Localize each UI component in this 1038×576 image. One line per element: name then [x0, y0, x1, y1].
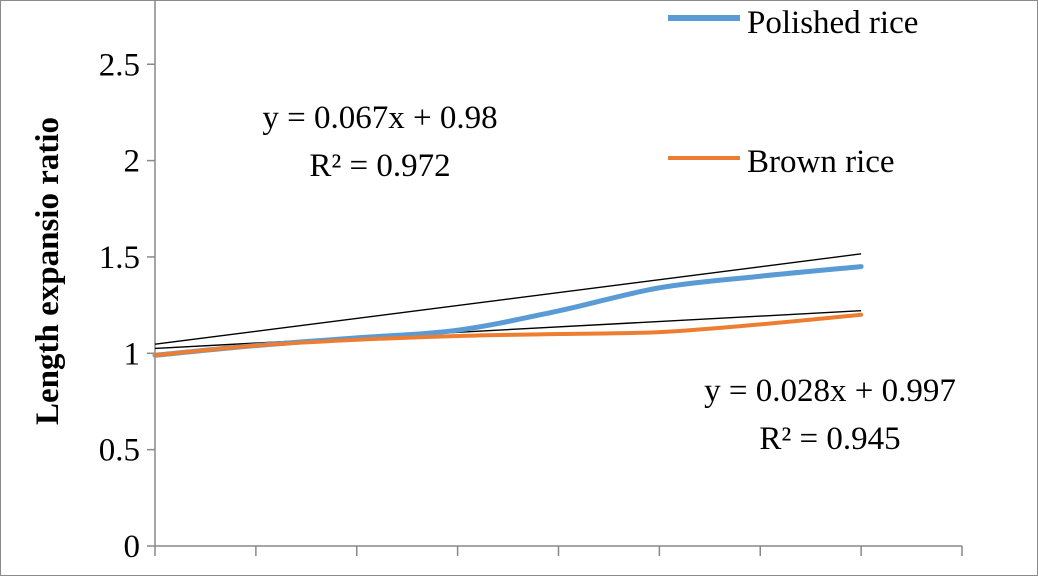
series-line-polished-rice: [152, 264, 864, 358]
series-line-brown-rice: [153, 312, 864, 358]
trendline-equation-brown-rice: y = 0.028x + 0.997: [704, 373, 956, 409]
trendline-polished-rice: [154, 253, 862, 345]
legend-label-brown-rice: Brown rice: [747, 144, 895, 180]
trendline-equation-polished-rice: y = 0.067x + 0.98: [262, 100, 497, 136]
y-tick-label: 1.5: [99, 240, 140, 276]
y-tick-label: 0: [124, 529, 141, 565]
y-tick-label: 2.5: [99, 47, 140, 83]
trendline-r2-brown-rice: R² = 0.945: [759, 421, 900, 457]
legend: Polished rice Brown rice: [668, 5, 918, 180]
y-axis-title: Length expansio ratio: [30, 117, 66, 425]
y-tick-label: 1: [124, 336, 141, 372]
axes: [147, 0, 963, 556]
y-tick-label: 0.5: [99, 433, 140, 469]
y-tick-labels: 0 0.5 1 1.5 2 2.5: [99, 47, 140, 565]
legend-label-polished-rice: Polished rice: [747, 5, 918, 41]
y-tick-label: 2: [124, 144, 141, 180]
trendline-r2-polished-rice: R² = 0.972: [309, 148, 450, 184]
series-lines: [152, 264, 864, 358]
